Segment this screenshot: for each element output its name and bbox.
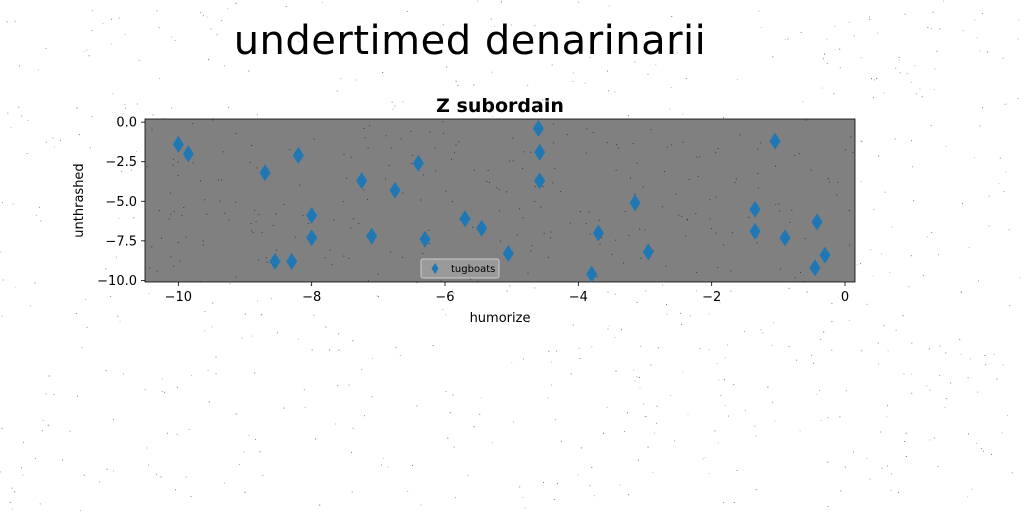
scatter-series: [172, 119, 831, 283]
data-point: [502, 245, 514, 263]
y-tick-label: −5.0: [105, 195, 137, 210]
legend-marker-icon: [431, 263, 439, 274]
y-tick-label: −2.5: [105, 155, 137, 170]
legend: tugboats: [420, 258, 500, 279]
data-point: [419, 230, 431, 248]
data-point: [366, 227, 378, 245]
legend-label: tugboats: [451, 264, 495, 275]
y-tick-label: −7.5: [105, 234, 137, 249]
y-axis-label: unthrashed: [72, 163, 87, 237]
data-point: [532, 119, 544, 137]
data-point: [642, 243, 654, 261]
data-point: [749, 200, 761, 218]
data-point: [586, 265, 598, 283]
data-point: [306, 207, 318, 225]
data-point: [811, 213, 823, 231]
y-tick-label: 0.0: [116, 116, 137, 131]
data-point: [534, 172, 546, 190]
data-point: [749, 222, 761, 240]
chart-title: Z subordain: [436, 95, 564, 117]
data-point: [292, 146, 304, 164]
data-point: [412, 154, 424, 172]
x-tick-label: 0: [841, 290, 849, 305]
y-tick-label: −10.0: [97, 274, 137, 289]
data-point: [592, 224, 604, 242]
data-point: [389, 181, 401, 199]
data-point: [356, 172, 368, 190]
data-point: [819, 246, 831, 264]
x-axis-label: humorize: [470, 311, 531, 326]
data-point: [306, 229, 318, 247]
x-tick-label: −6: [435, 290, 454, 305]
x-tick-label: −2: [702, 290, 721, 305]
data-point: [172, 135, 184, 153]
x-tick-label: −4: [569, 290, 588, 305]
data-point: [534, 143, 546, 161]
plot-area: [144, 118, 856, 283]
y-axis: 0.0 −2.5 −5.0 −7.5 −10.0: [97, 116, 145, 289]
data-point: [809, 259, 821, 277]
data-point: [779, 229, 791, 247]
data-point: [182, 145, 194, 163]
page-title: undertimed denarinarii: [233, 18, 707, 64]
data-point: [629, 194, 641, 212]
data-point: [286, 252, 298, 270]
data-point: [476, 219, 488, 237]
plot-noise: [146, 119, 856, 283]
x-axis: −10 −8 −6 −4 −2 0: [165, 282, 849, 305]
data-point: [269, 252, 281, 270]
x-tick-label: −8: [302, 290, 321, 305]
legend-box: [420, 258, 500, 279]
data-point: [769, 132, 781, 150]
data-point: [259, 164, 271, 182]
x-tick-label: −10: [165, 290, 192, 305]
data-point: [459, 210, 471, 228]
